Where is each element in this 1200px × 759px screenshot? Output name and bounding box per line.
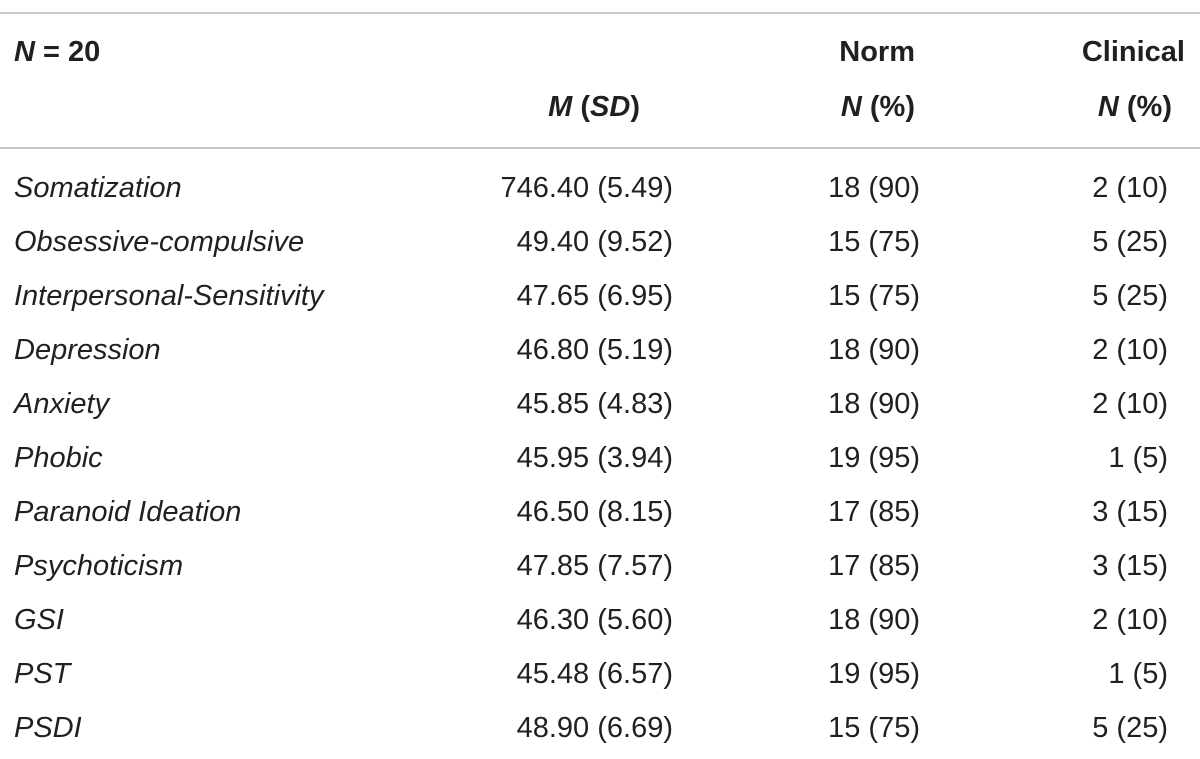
norm-count: 18 (90) — [828, 388, 920, 420]
clinical-count: 2 (10) — [1092, 172, 1168, 204]
norm-header: Norm — [839, 36, 915, 68]
clinical-count: 3 (15) — [1092, 550, 1168, 582]
clinical-count: 2 (10) — [1092, 388, 1168, 420]
norm-count: 19 (95) — [828, 658, 920, 690]
text: ( — [572, 91, 591, 123]
text: (%) — [861, 91, 915, 123]
text: ) — [630, 91, 640, 123]
symbol: N — [14, 36, 35, 68]
mean-sd: 45.95 (3.94) — [516, 442, 673, 474]
sample-size: N = 20 — [14, 34, 100, 70]
row-label: PST — [14, 658, 71, 690]
clinical-count: 2 (10) — [1092, 334, 1168, 366]
row-label: Interpersonal-Sensitivity — [14, 280, 324, 312]
row-label: Phobic — [14, 442, 103, 474]
mean-sd: 47.65 (6.95) — [516, 280, 673, 312]
norm-count: 18 (90) — [828, 334, 920, 366]
norm-count: 15 (75) — [828, 226, 920, 258]
mean-sd: 49.40 (9.52) — [516, 226, 673, 258]
top-rule — [0, 12, 1200, 14]
clinical-count: 1 (5) — [1108, 442, 1168, 474]
clinical-count: 5 (25) — [1092, 280, 1168, 312]
row-label: Somatization — [14, 172, 182, 204]
mean-sd: 48.90 (6.69) — [516, 712, 673, 744]
mean-sd: 746.40 (5.49) — [500, 172, 673, 204]
row-label: Paranoid Ideation — [14, 496, 242, 528]
text: = 20 — [34, 36, 101, 68]
norm-count: 17 (85) — [828, 496, 920, 528]
symbol: N — [840, 91, 862, 123]
row-label: GSI — [14, 604, 64, 636]
norm-count: 15 (75) — [828, 280, 920, 312]
row-label: Anxiety — [14, 388, 110, 420]
clinical-count: 3 (15) — [1092, 496, 1168, 528]
row-label: Psychoticism — [14, 550, 184, 582]
header-rule — [0, 147, 1200, 149]
symbol: M — [548, 91, 573, 123]
symbol: SD — [590, 91, 631, 123]
mean-sd: 45.48 (6.57) — [516, 658, 673, 690]
norm-count: 18 (90) — [828, 604, 920, 636]
clinical-count-header: N (%) — [1098, 89, 1172, 125]
norm-count: 15 (75) — [828, 712, 920, 744]
row-label: Depression — [14, 334, 161, 366]
mean-sd: 47.85 (7.57) — [516, 550, 673, 582]
row-label: PSDI — [14, 712, 82, 744]
mean-sd: 46.50 (8.15) — [516, 496, 673, 528]
norm-count-header: N (%) — [841, 89, 915, 125]
row-label: Obsessive-compulsive — [14, 226, 305, 258]
clinical-count: 2 (10) — [1092, 604, 1168, 636]
mean-sd: 46.80 (5.19) — [516, 334, 673, 366]
clinical-count: 5 (25) — [1092, 226, 1168, 258]
norm-count: 18 (90) — [828, 172, 920, 204]
clinical-count: 1 (5) — [1108, 658, 1168, 690]
mean-sd: 46.30 (5.60) — [516, 604, 673, 636]
norm-count: 17 (85) — [828, 550, 920, 582]
norm-count: 19 (95) — [828, 442, 920, 474]
mean-sd-header: M (SD) — [548, 89, 640, 125]
symbol: N — [1097, 91, 1119, 123]
clinical-header: Clinical — [1081, 36, 1185, 68]
clinical-count: 5 (25) — [1092, 712, 1168, 744]
mean-sd: 45.85 (4.83) — [516, 388, 673, 420]
text: (%) — [1118, 91, 1172, 123]
